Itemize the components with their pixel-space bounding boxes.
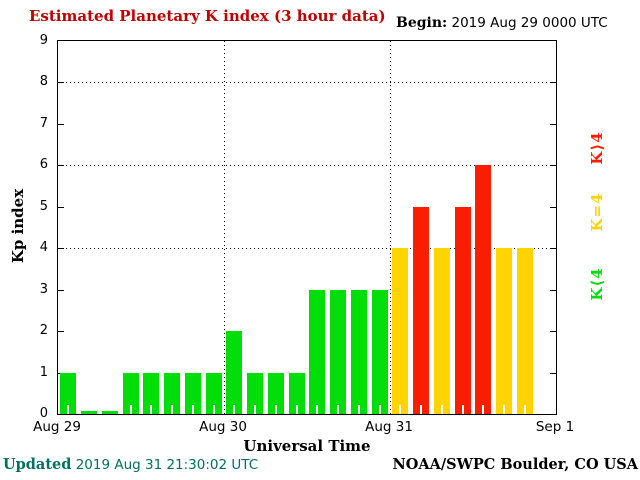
kp-bar [309,289,326,414]
y-tick-label: 6 [39,157,48,173]
kp-bar [184,372,201,414]
y-tick-label: 7 [39,115,48,131]
y-tick-mark [550,206,556,208]
y-tick-label: 5 [39,198,48,214]
kp-bar [60,372,77,414]
updated-timestamp: Updated 2019 Aug 31 21:30:02 UTC [3,456,258,473]
y-tick-mark [58,206,64,208]
gridline-horizontal [58,165,556,167]
kp-bar [371,289,388,414]
y-tick-label: 8 [39,74,48,90]
axis-minor-tick [503,405,506,414]
y-tick-label: 0 [39,406,48,421]
y-tick-mark [550,123,556,125]
kp-bar [143,372,160,414]
x-axis-title: Universal Time [243,437,371,455]
y-tick-mark [58,331,64,333]
legend-item: K⟨4 [588,267,606,301]
axis-minor-tick [378,405,381,414]
axis-minor-tick [523,405,526,414]
y-tick-mark [550,289,556,291]
legend-item: K=4 [588,192,606,232]
kp-bar [496,248,513,414]
axis-minor-tick [191,405,194,414]
kp-bar [122,372,139,414]
chart-title: Estimated Planetary K index (3 hour data… [29,7,386,25]
plot-area [57,40,557,415]
begin-timestamp: Begin: 2019 Aug 29 0000 UTC [396,15,608,31]
legend-item: K⟩4 [588,131,606,165]
kp-bar [288,372,305,414]
kp-bar [226,331,243,414]
axis-minor-tick [212,405,215,414]
x-tick-label: Aug 31 [365,419,413,435]
gridline-day-boundary [390,41,391,414]
x-tick-label: Aug 29 [33,419,81,435]
x-tick-label: Aug 30 [199,419,247,435]
kp-bar [392,248,409,414]
axis-minor-tick [461,405,464,414]
axis-minor-tick [295,405,298,414]
axis-minor-tick [254,405,257,414]
axis-minor-tick [150,405,153,414]
y-tick-mark [58,289,64,291]
y-tick-label: 1 [39,364,48,380]
credit-text: NOAA/SWPC Boulder, CO USA [392,456,638,473]
axis-minor-tick [171,405,174,414]
begin-label: Begin: [396,15,448,31]
gridline-day-boundary [224,41,225,414]
axis-minor-tick [357,405,360,414]
gridline-horizontal [58,82,556,84]
updated-label: Updated [3,456,72,473]
y-tick-mark [550,372,556,374]
y-tick-label: 4 [39,240,48,256]
kp-bar [454,206,471,414]
axis-minor-tick [274,405,277,414]
axis-minor-tick [482,405,485,414]
y-tick-label: 9 [39,33,48,48]
kp-bar [205,372,222,414]
y-tick-label: 3 [39,281,48,297]
updated-value: 2019 Aug 31 21:30:02 UTC [75,457,259,473]
axis-minor-tick [129,405,132,414]
kp-bar [164,372,181,414]
axis-minor-tick [316,405,319,414]
y-tick-label: 2 [39,323,48,339]
y-tick-mark [550,331,556,333]
begin-value: 2019 Aug 29 0000 UTC [451,15,608,31]
kp-bar [350,289,367,414]
y-tick-mark [58,123,64,125]
axis-minor-tick [420,405,423,414]
kp-bar [81,411,98,414]
kp-bar [433,248,450,414]
kp-bar [330,289,347,414]
axis-minor-tick [233,405,236,414]
axis-minor-tick [67,405,70,414]
kp-bar [516,248,533,414]
axis-minor-tick [337,405,340,414]
gridline-horizontal [58,248,556,250]
axis-minor-tick [399,405,402,414]
x-tick-label: Sep 1 [535,419,575,435]
kp-bar [247,372,264,414]
kp-bar [101,411,118,414]
kp-bar [267,372,284,414]
kp-bar [413,206,430,414]
axis-minor-tick [440,405,443,414]
kp-bar [475,165,492,414]
